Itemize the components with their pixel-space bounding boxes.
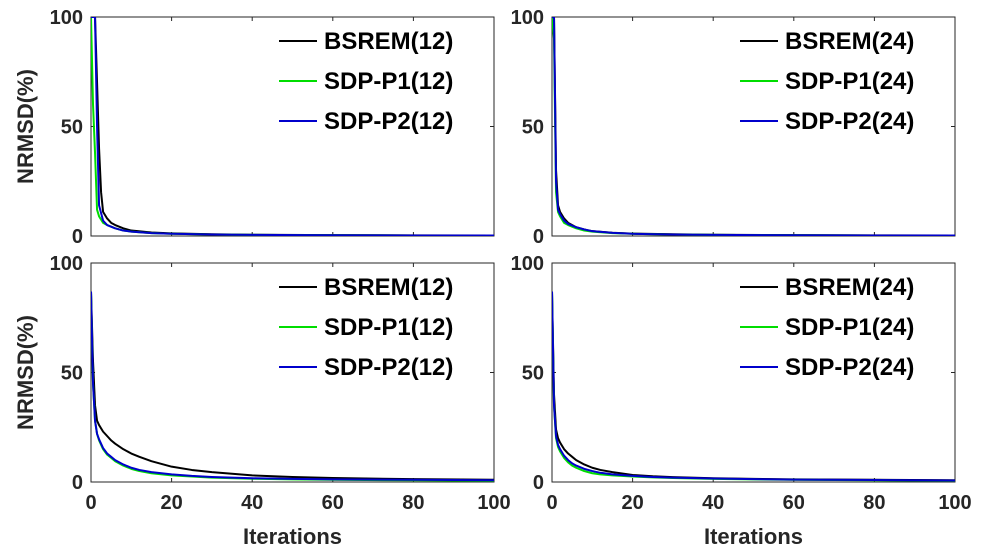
x-tick-label: 0: [85, 492, 96, 514]
y-tick-label: 0: [533, 472, 544, 494]
y-tick-label: 50: [522, 117, 544, 139]
y-tick-label: 100: [511, 253, 544, 275]
series-line-sdp-p2-12-: [91, 17, 494, 236]
series-lines: [91, 291, 494, 482]
y-axis-title: NRMSD(%): [13, 315, 38, 430]
y-tick-label: 100: [50, 253, 83, 275]
series-lines: [552, 17, 955, 236]
x-tick-label: 60: [783, 492, 805, 514]
y-tick-label: 0: [533, 226, 544, 248]
series-lines: [552, 291, 955, 482]
y-tick-label: 50: [522, 363, 544, 385]
x-tick-label: 80: [402, 492, 424, 514]
x-tick-label: 80: [863, 492, 885, 514]
x-axis-title: Iterations: [243, 524, 342, 549]
x-tick-label: 40: [702, 492, 724, 514]
y-tick-label: 50: [61, 363, 83, 385]
legend-label: BSREM(12): [324, 274, 453, 301]
legend: BSREM(12) SDP-P1(12) SDP-P2(12): [279, 274, 453, 381]
legend-label: SDP-P1(24): [785, 314, 914, 341]
x-tick-label: 100: [938, 492, 971, 514]
legend-label: SDP-P1(12): [324, 68, 453, 95]
y-tick-label: 50: [61, 117, 83, 139]
x-tick-label: 60: [322, 492, 344, 514]
x-tick-label: 20: [621, 492, 643, 514]
series-line-sdp-p2-24-: [552, 17, 955, 236]
chart-panel-3: 0 50 100 0 20 40 60 80 100 NRMSD(%) Iterations BSRE…: [13, 253, 511, 549]
chart-panel-4: 0 50 100 0 20 40 60 80 100 Iterations BSREM(24) SDP…: [511, 253, 972, 549]
legend-label: SDP-P2(12): [324, 108, 453, 135]
y-tick-label: 100: [511, 7, 544, 29]
y-tick-label: 0: [72, 226, 83, 248]
x-tick-label: 20: [160, 492, 182, 514]
legend-label: BSREM(24): [785, 274, 914, 301]
legend-label: BSREM(12): [324, 28, 453, 55]
x-tick-label: 100: [477, 492, 510, 514]
legend-label: SDP-P2(12): [324, 354, 453, 381]
legend-label: BSREM(24): [785, 28, 914, 55]
y-tick-label: 100: [50, 7, 83, 29]
chart-panel-1: 0 50 100 NRMSD(%) BSREM(12) SDP-P1(12) SDP-P2(…: [13, 7, 495, 248]
chart-panel-2: 0 50 100 BSREM(24) SDP-P1(24) SDP-P2(24): [511, 7, 956, 248]
y-tick-label: 0: [72, 472, 83, 494]
series-lines: [91, 17, 494, 236]
legend-label: SDP-P2(24): [785, 108, 914, 135]
series-line-sdp-p2-24-: [552, 291, 955, 482]
plots: 0 50 100 NRMSD(%) BSREM(12) SDP-P1(12) SDP-P2(…: [13, 7, 972, 549]
legend: BSREM(12) SDP-P1(12) SDP-P2(12): [279, 28, 453, 135]
series-line-sdp-p2-12-: [91, 291, 494, 482]
x-tick-label: 0: [546, 492, 557, 514]
legend: BSREM(24) SDP-P1(24) SDP-P2(24): [740, 28, 914, 135]
legend: BSREM(24) SDP-P1(24) SDP-P2(24): [740, 274, 914, 381]
y-axis-title: NRMSD(%): [13, 69, 38, 184]
x-axis-title: Iterations: [704, 524, 803, 549]
series-line-bsrem-12-: [91, 291, 494, 481]
x-tick-label: 40: [241, 492, 263, 514]
legend-label: SDP-P1(24): [785, 68, 914, 95]
legend-label: SDP-P1(12): [324, 314, 453, 341]
legend-label: SDP-P2(24): [785, 354, 914, 381]
